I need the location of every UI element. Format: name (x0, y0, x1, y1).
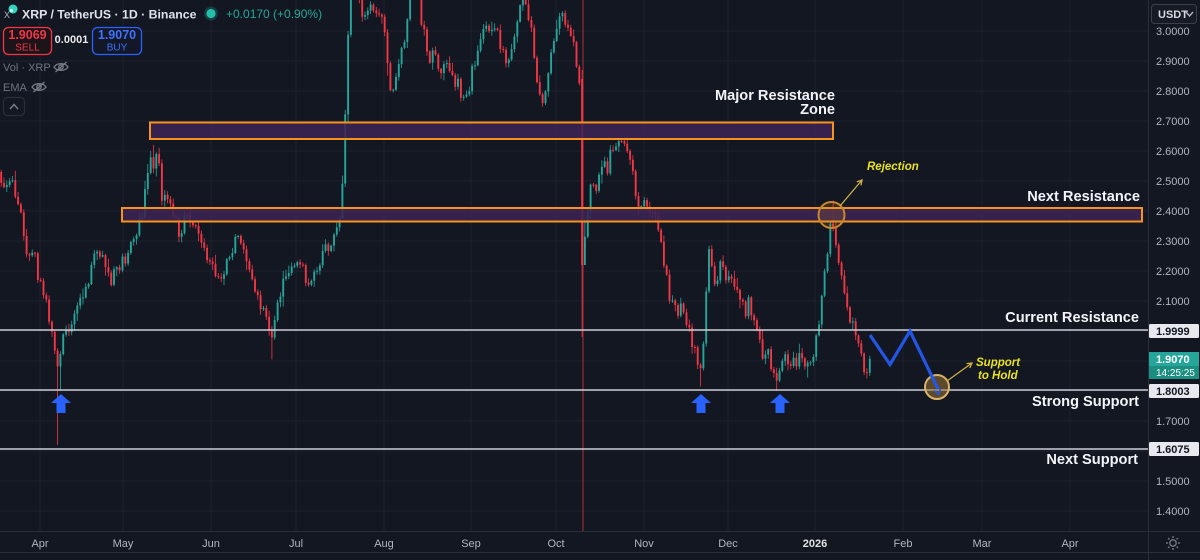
svg-text:Zone: Zone (800, 102, 835, 118)
svg-text:Sep: Sep (461, 538, 481, 550)
svg-text:2.7000: 2.7000 (1156, 116, 1190, 128)
svg-text:Vol · XRP: Vol · XRP (3, 62, 51, 74)
svg-text:USDT: USDT (1158, 9, 1188, 21)
svg-text:Jun: Jun (202, 538, 220, 550)
svg-text:Next Support: Next Support (1046, 452, 1138, 468)
svg-text:2026: 2026 (803, 538, 827, 550)
svg-text:to Hold: to Hold (978, 370, 1019, 382)
svg-text:0.0001: 0.0001 (55, 34, 89, 46)
svg-text:Major Resistance: Major Resistance (715, 88, 835, 104)
svg-text:Apr: Apr (31, 538, 48, 550)
svg-text:3.0000: 3.0000 (1156, 26, 1190, 38)
svg-text:1.5000: 1.5000 (1156, 476, 1190, 488)
svg-text:Strong Support: Strong Support (1032, 394, 1139, 410)
svg-text:2.3000: 2.3000 (1156, 236, 1190, 248)
svg-text:Nov: Nov (634, 538, 654, 550)
svg-text:1.9999: 1.9999 (1156, 326, 1190, 338)
svg-text:2.8000: 2.8000 (1156, 86, 1190, 98)
svg-text:Next Resistance: Next Resistance (1027, 189, 1140, 205)
svg-text:1.9069: 1.9069 (8, 28, 46, 42)
svg-text:1.6075: 1.6075 (1156, 444, 1190, 456)
svg-text:Dec: Dec (718, 538, 738, 550)
svg-text:14:25:25: 14:25:25 (1156, 368, 1195, 379)
svg-text:May: May (113, 538, 134, 550)
svg-text:XRP / TetherUS · 1D · Binance: XRP / TetherUS · 1D · Binance (22, 8, 197, 22)
svg-text:1.4000: 1.4000 (1156, 506, 1190, 518)
svg-text:2.5000: 2.5000 (1156, 176, 1190, 188)
svg-text:Apr: Apr (1061, 538, 1078, 550)
svg-text:1.9070: 1.9070 (98, 28, 136, 42)
svg-text:2.6000: 2.6000 (1156, 146, 1190, 158)
svg-text:Jul: Jul (289, 538, 303, 550)
svg-text:1.8003: 1.8003 (1156, 386, 1190, 398)
svg-text:EMA: EMA (3, 82, 28, 94)
svg-text:Rejection: Rejection (867, 161, 919, 173)
svg-text:2.2000: 2.2000 (1156, 266, 1190, 278)
svg-text:+0.0170 (+0.90%): +0.0170 (+0.90%) (226, 7, 322, 21)
svg-text:SELL: SELL (15, 43, 40, 54)
svg-text:1.9070: 1.9070 (1156, 354, 1190, 366)
svg-text:Current Resistance: Current Resistance (1005, 310, 1139, 326)
svg-text:Oct: Oct (547, 538, 564, 550)
svg-text:Mar: Mar (973, 538, 992, 550)
svg-text:Support: Support (976, 357, 1021, 369)
svg-text:Feb: Feb (894, 538, 913, 550)
svg-text:BUY: BUY (107, 43, 128, 54)
svg-text:2.9000: 2.9000 (1156, 56, 1190, 68)
svg-text:2.1000: 2.1000 (1156, 296, 1190, 308)
svg-text:1.7000: 1.7000 (1156, 416, 1190, 428)
svg-text:x: x (4, 7, 10, 21)
svg-text:Aug: Aug (374, 538, 394, 550)
svg-text:2.4000: 2.4000 (1156, 206, 1190, 218)
